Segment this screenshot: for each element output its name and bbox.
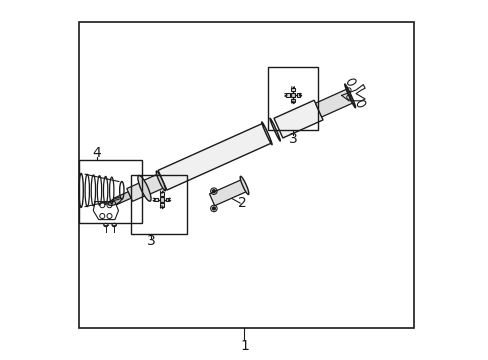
Bar: [160, 192, 163, 196]
Polygon shape: [158, 123, 271, 190]
Ellipse shape: [156, 171, 165, 191]
Bar: [267, 67, 318, 130]
Ellipse shape: [269, 118, 280, 141]
Ellipse shape: [261, 122, 271, 145]
Bar: [79, 22, 413, 328]
Circle shape: [212, 190, 215, 193]
Ellipse shape: [108, 198, 121, 206]
Bar: [291, 99, 294, 102]
Bar: [131, 175, 186, 234]
Bar: [290, 93, 295, 97]
Text: 1: 1: [240, 339, 248, 352]
Polygon shape: [273, 100, 323, 138]
Polygon shape: [142, 174, 163, 194]
Bar: [165, 198, 169, 202]
Bar: [296, 93, 300, 97]
Bar: [79, 160, 142, 223]
Ellipse shape: [240, 176, 248, 194]
Bar: [154, 198, 158, 202]
Bar: [159, 197, 163, 202]
Polygon shape: [113, 192, 131, 205]
Ellipse shape: [138, 175, 151, 201]
Polygon shape: [315, 89, 352, 117]
Bar: [160, 203, 163, 207]
Text: 2: 2: [238, 197, 246, 210]
Bar: [291, 88, 294, 91]
Ellipse shape: [103, 223, 108, 227]
Text: 4: 4: [92, 146, 101, 160]
Polygon shape: [126, 182, 147, 201]
Circle shape: [212, 207, 215, 210]
Ellipse shape: [344, 84, 355, 108]
Ellipse shape: [112, 223, 116, 227]
Text: 3: 3: [288, 132, 297, 145]
Bar: [285, 93, 289, 97]
Polygon shape: [209, 180, 246, 206]
Text: 3: 3: [146, 234, 155, 248]
